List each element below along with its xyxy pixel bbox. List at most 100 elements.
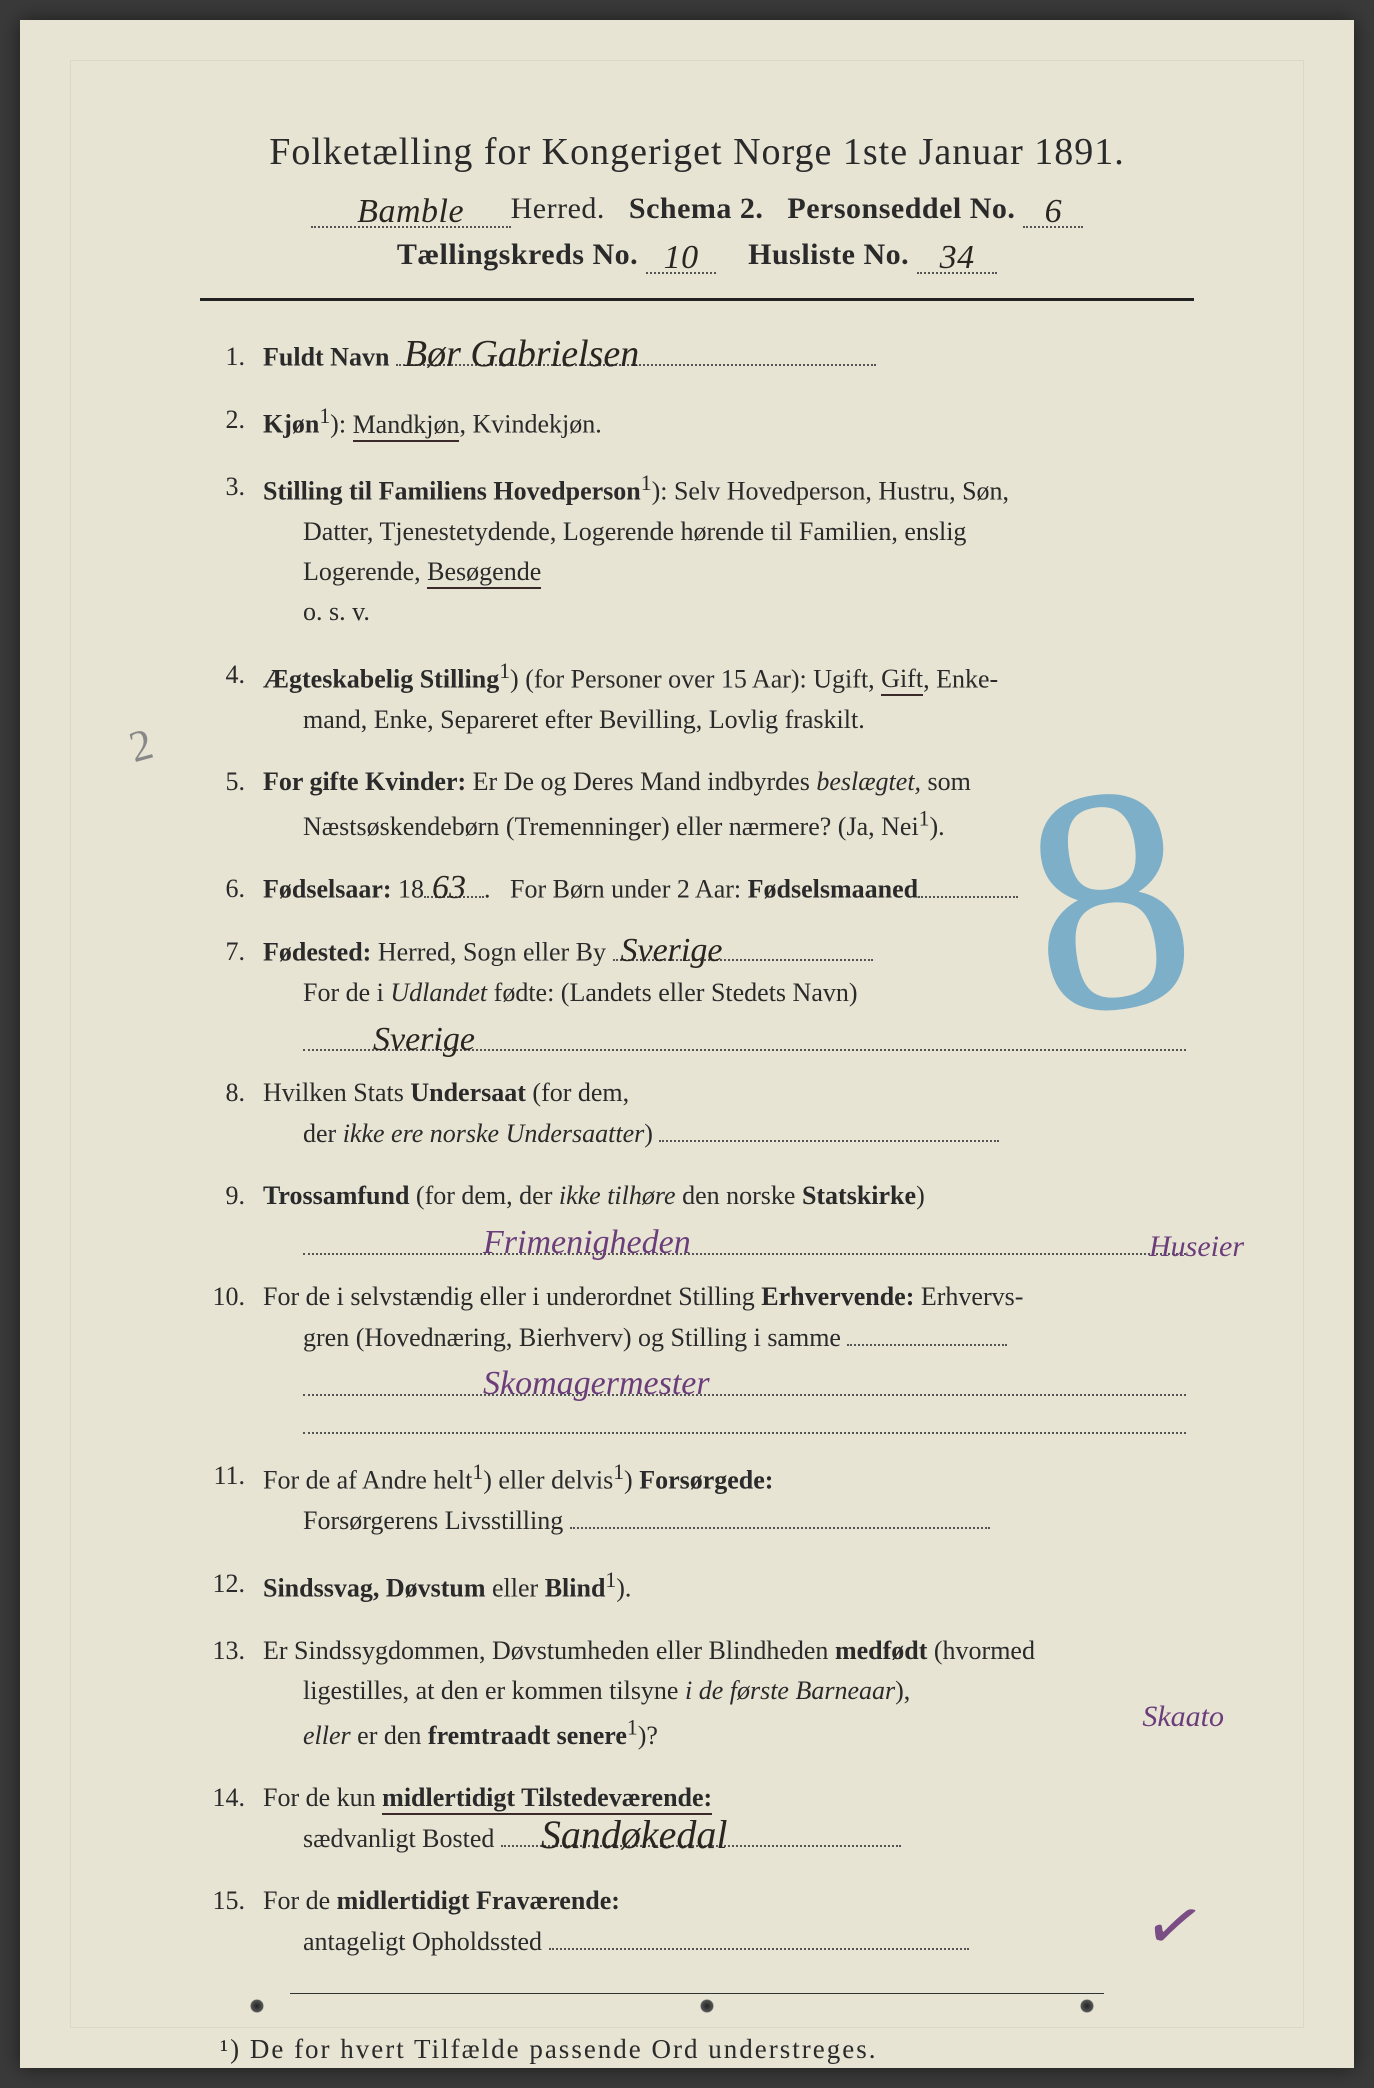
birthplace-value: Sverige bbox=[621, 936, 723, 967]
residence-value: Sandøkedal bbox=[541, 1817, 728, 1853]
item-number: 13. bbox=[208, 1631, 263, 1757]
line2: der ikke ere norske Undersaatter) bbox=[263, 1119, 659, 1148]
item-1: 1. Fuldt Navn Bør Gabrielsen bbox=[208, 337, 1186, 378]
country-line: Sverige bbox=[303, 1021, 1186, 1051]
field-label: Kjøn bbox=[263, 410, 319, 439]
text: fødte: (Landets eller Stedets Navn) bbox=[494, 978, 858, 1007]
item-body: For de kun midlertidigt Tilstedeværende:… bbox=[263, 1778, 1186, 1859]
occupation-tail bbox=[847, 1317, 1007, 1346]
month-label: Fødselsmaaned bbox=[748, 875, 918, 904]
item-body: Fuldt Navn Bør Gabrielsen bbox=[263, 337, 1186, 378]
item-6: 6. Fødselsaar: 1863. For Børn under 2 Aa… bbox=[208, 869, 1186, 910]
pencil-mark-2: 2 bbox=[124, 718, 158, 773]
selected-option: Mandkjøn bbox=[353, 410, 460, 442]
kreds-no-field: 10 bbox=[646, 238, 716, 274]
herred-field: Bamble bbox=[311, 192, 511, 228]
residence-field: Sandøkedal bbox=[501, 1819, 901, 1848]
item-body: Ægteskabelig Stilling1) (for Personer ov… bbox=[263, 655, 1186, 740]
item-13: 13. Er Sindssygdommen, Døvstumheden elle… bbox=[208, 1631, 1186, 1757]
text: For de af Andre helt bbox=[263, 1466, 472, 1495]
husliste-no-value: 34 bbox=[940, 243, 975, 274]
bold-selected: midlertidigt Tilstedeværende: bbox=[382, 1783, 712, 1815]
item-number: 2. bbox=[208, 400, 263, 445]
em: ikke tilhøre bbox=[559, 1181, 676, 1210]
item-body: Trossamfund (for dem, der ikke tilhøre d… bbox=[263, 1176, 1186, 1254]
item-body: Fødested: Herred, Sogn eller By Sverige … bbox=[263, 932, 1186, 1051]
item-number: 15. bbox=[208, 1881, 263, 1962]
item-5: 5. For gifte Kvinder: Er De og Deres Man… bbox=[208, 762, 1186, 847]
line2: Forsørgerens Livsstilling bbox=[263, 1506, 563, 1535]
text: For de kun bbox=[263, 1783, 376, 1812]
field-label: Fødested: bbox=[263, 938, 371, 967]
em-text: beslægtet, bbox=[816, 767, 921, 796]
field-label: Trossamfund bbox=[263, 1181, 409, 1210]
item-body: Fødselsaar: 1863. For Børn under 2 Aar: … bbox=[263, 869, 1186, 910]
text: eller bbox=[492, 1573, 538, 1602]
item-number: 12. bbox=[208, 1564, 263, 1609]
text: eller delvis bbox=[498, 1466, 613, 1495]
item-4: 4. Ægteskabelig Stilling1) (for Personer… bbox=[208, 655, 1186, 740]
field-label: Sindssvag, Døvstum bbox=[263, 1573, 486, 1602]
footnote-ref: 1 bbox=[919, 806, 930, 830]
country-value: Sverige bbox=[373, 1025, 475, 1056]
line2: antageligt Opholdssted bbox=[263, 1927, 542, 1956]
text: For de bbox=[263, 1886, 330, 1915]
year-field: 63 bbox=[424, 869, 484, 898]
relation-options-2: Datter, Tjenestetydende, Logerende høren… bbox=[263, 517, 966, 546]
yesno: Ja, Nei bbox=[846, 812, 918, 841]
header-rule bbox=[200, 298, 1194, 301]
line2: sædvanligt Bosted bbox=[263, 1824, 494, 1853]
selected-option: Gift bbox=[881, 664, 923, 696]
text: For Børn under 2 Aar: bbox=[510, 875, 741, 904]
binding-hole bbox=[1080, 1999, 1094, 2013]
item-number: 10. bbox=[208, 1277, 263, 1434]
footnote-ref: 1 bbox=[319, 404, 330, 428]
item-number: 4. bbox=[208, 655, 263, 740]
item-number: 1. bbox=[208, 337, 263, 378]
person-no-value: 6 bbox=[1045, 197, 1063, 228]
husliste-label: Husliste No. bbox=[748, 238, 909, 271]
text: som bbox=[928, 767, 971, 796]
text: ligestilles, at den er kommen tilsyne bbox=[303, 1676, 678, 1705]
item-body: For de midlertidigt Fraværende: antageli… bbox=[263, 1881, 1186, 1962]
provider-field bbox=[570, 1501, 990, 1530]
kreds-no-value: 10 bbox=[664, 243, 699, 274]
margin-note-skaato: Skaato bbox=[1142, 1700, 1224, 1734]
field-label: Fødselsaar: bbox=[263, 875, 392, 904]
item-14: 14. For de kun midlertidigt Tilstedevære… bbox=[208, 1778, 1186, 1859]
item-10: 10. For de i selvstændig eller i underor… bbox=[208, 1277, 1186, 1434]
item-number: 8. bbox=[208, 1073, 263, 1154]
census-form-page: Folketælling for Kongeriget Norge 1ste J… bbox=[20, 20, 1354, 2068]
bold: Blind bbox=[545, 1573, 606, 1602]
item-7: 7. Fødested: Herred, Sogn eller By Sveri… bbox=[208, 932, 1186, 1051]
field-label: For gifte Kvinder: bbox=[263, 767, 466, 796]
binding-hole bbox=[250, 1999, 264, 2013]
line2: Næstsøskendebørn (Tremenninger) eller næ… bbox=[263, 812, 945, 841]
blue-crayon-8: 8 bbox=[1008, 730, 1211, 1069]
year-prefix: 18 bbox=[398, 875, 424, 904]
kreds-label: Tællingskreds No. bbox=[397, 238, 638, 271]
item-body: For de af Andre helt1) eller delvis1) Fo… bbox=[263, 1456, 1186, 1542]
bold: Forsørgede: bbox=[639, 1466, 773, 1495]
footnote-ref: 1 bbox=[613, 1460, 624, 1484]
item-body: For gifte Kvinder: Er De og Deres Mand i… bbox=[263, 762, 1186, 847]
herred-handwritten: Bamble bbox=[357, 197, 464, 228]
item-number: 9. bbox=[208, 1176, 263, 1254]
footnote-ref: 1 bbox=[641, 471, 652, 495]
paren: (for dem, der bbox=[416, 1181, 552, 1210]
name-field: Bør Gabrielsen bbox=[396, 337, 876, 366]
paren: (hvormed bbox=[934, 1636, 1035, 1665]
item-body: Hvilken Stats Undersaat (for dem, der ik… bbox=[263, 1073, 1186, 1154]
text: For de i bbox=[303, 978, 384, 1007]
month-field bbox=[918, 869, 1018, 898]
bold: Undersaat bbox=[410, 1078, 526, 1107]
husliste-no-field: 34 bbox=[917, 238, 997, 274]
birthplace-field: Sverige bbox=[613, 932, 873, 961]
item-12: 12. Sindssvag, Døvstum eller Blind1). bbox=[208, 1564, 1186, 1609]
form-header: Folketælling for Kongeriget Norge 1ste J… bbox=[180, 130, 1214, 274]
item-3: 3. Stilling til Familiens Hovedperson1):… bbox=[208, 467, 1186, 633]
text: den norske bbox=[682, 1181, 795, 1210]
bold: medfødt bbox=[835, 1636, 927, 1665]
margin-note-huseier: Huseier bbox=[1149, 1230, 1244, 1264]
paren: (for dem, bbox=[532, 1078, 629, 1107]
